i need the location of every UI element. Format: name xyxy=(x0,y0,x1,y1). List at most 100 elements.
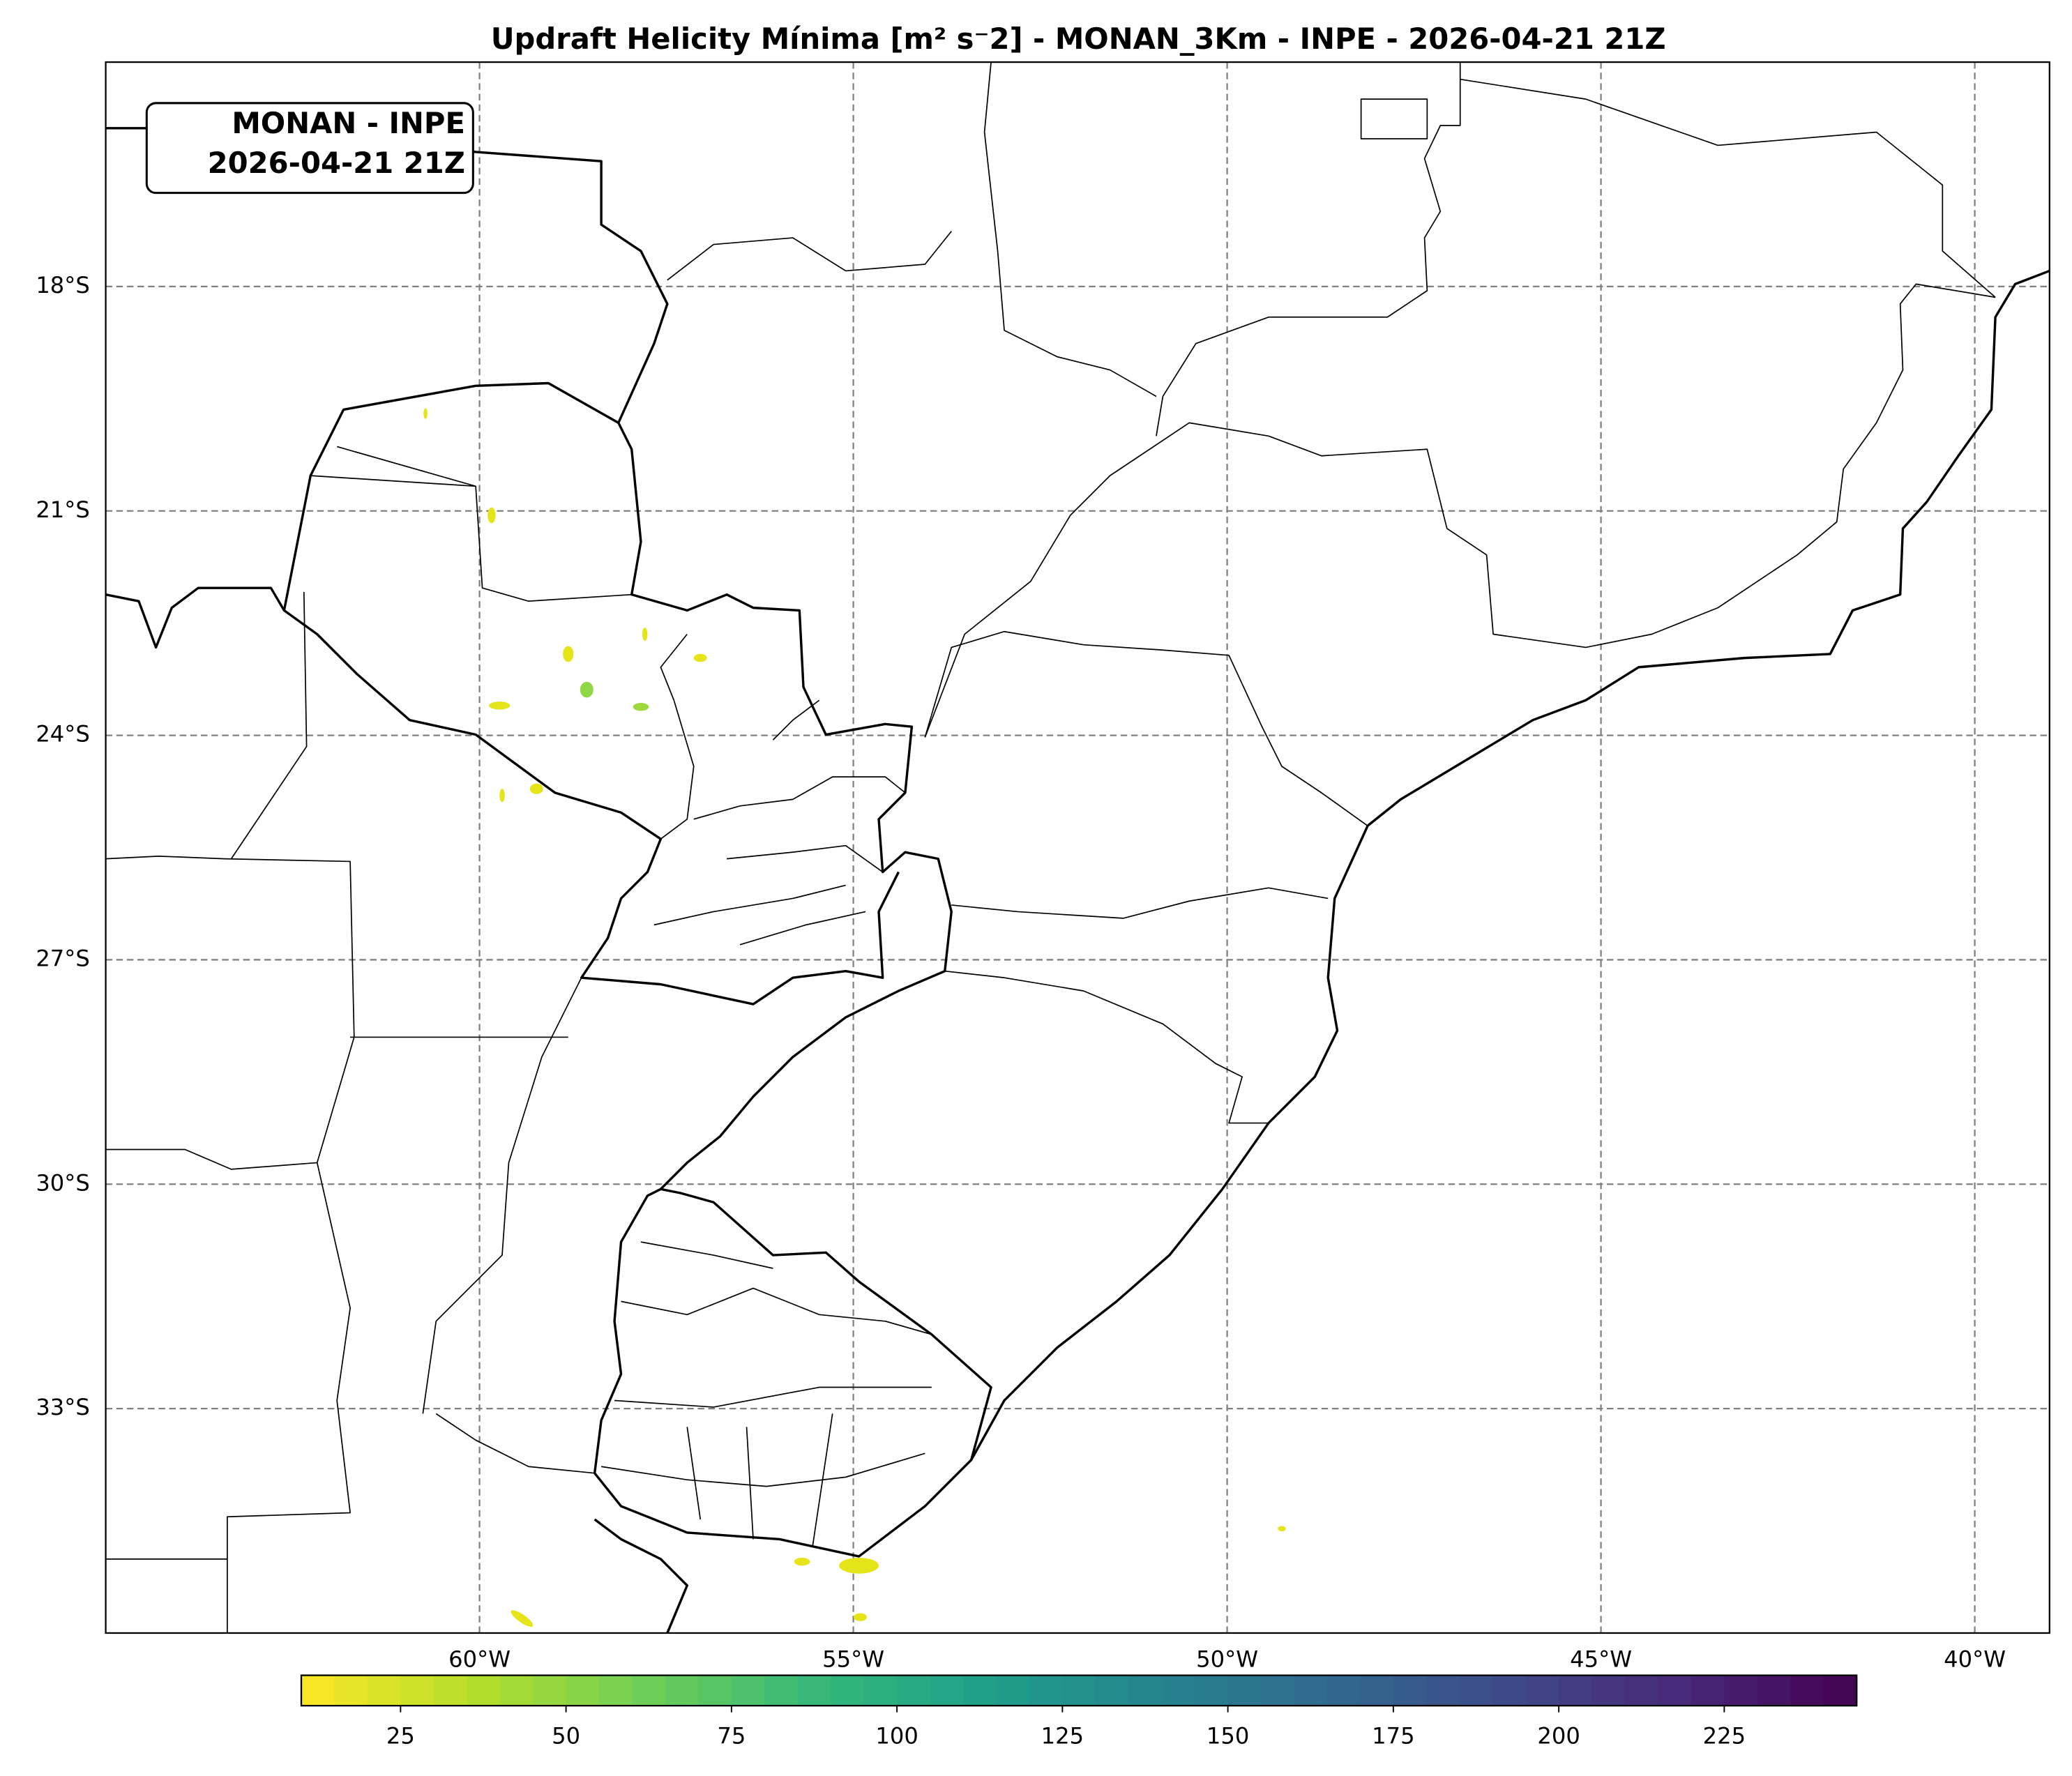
y-tick-label: 24°S xyxy=(36,721,90,747)
colorbar-segment xyxy=(1691,1675,1725,1706)
x-tick-label: 45°W xyxy=(1570,1646,1632,1673)
border xyxy=(924,630,1368,1124)
colorbar-tick-label: 175 xyxy=(1372,1723,1414,1750)
colorbar-segment xyxy=(566,1675,600,1706)
colorbar-tick-label: 200 xyxy=(1537,1723,1580,1750)
border xyxy=(105,591,568,1560)
colorbar-segment xyxy=(1360,1675,1394,1706)
colorbar-tick-label: 225 xyxy=(1703,1723,1746,1750)
colorbar-segment xyxy=(1525,1675,1560,1706)
colorbar-segment xyxy=(334,1675,369,1706)
colorbar-segment xyxy=(1161,1675,1196,1706)
colorbar-segment xyxy=(301,1675,335,1706)
colorbar-tick-label: 150 xyxy=(1207,1723,1249,1750)
colorbar-segment xyxy=(731,1675,766,1706)
shaded-cell xyxy=(423,408,428,419)
colorbar-tick-label: 75 xyxy=(717,1723,746,1750)
colorbar-segment xyxy=(1823,1675,1858,1706)
border xyxy=(924,283,1996,738)
annotation-line: 2026-04-21 21Z xyxy=(208,146,465,180)
colorbar-segment xyxy=(963,1675,997,1706)
shaded-cell xyxy=(1278,1526,1286,1532)
colorbar-segment xyxy=(1195,1675,1229,1706)
colorbar-segment xyxy=(367,1675,402,1706)
colorbar-segment xyxy=(1393,1675,1428,1706)
colorbar-segment xyxy=(698,1675,732,1706)
colorbar-segment xyxy=(400,1675,434,1706)
colorbar-segment xyxy=(1227,1675,1262,1706)
y-tick-label: 21°S xyxy=(36,496,90,523)
colorbar-segment xyxy=(1261,1675,1295,1706)
colorbar: 25 50 75 100 125 150 175 200 225 xyxy=(300,1674,1858,1750)
colorbar-segment xyxy=(1591,1675,1626,1706)
shaded-cell xyxy=(511,1610,534,1627)
shaded-cell xyxy=(487,507,496,524)
colorbar-segment xyxy=(996,1675,1031,1706)
shaded-cell xyxy=(693,653,707,662)
colorbar-segment xyxy=(499,1675,534,1706)
y-tick-label: 33°S xyxy=(36,1394,90,1420)
map-frame xyxy=(105,61,2050,1634)
colorbar-segment xyxy=(1492,1675,1527,1706)
shaded-cell xyxy=(839,1557,879,1574)
colorbar-segment xyxy=(1459,1675,1494,1706)
x-tick-label: 60°W xyxy=(448,1646,511,1673)
colorbar-segment xyxy=(1625,1675,1659,1706)
border xyxy=(105,127,953,1190)
colorbar-segment xyxy=(1724,1675,1758,1706)
x-tick-label: 55°W xyxy=(822,1646,884,1673)
x-tick-label: 50°W xyxy=(1196,1646,1258,1673)
border xyxy=(422,977,595,1474)
colorbar-tick-label: 125 xyxy=(1041,1723,1084,1750)
colorbar-segment xyxy=(1128,1675,1163,1706)
y-tick-label: 30°S xyxy=(36,1169,90,1196)
border xyxy=(105,586,900,1005)
border xyxy=(983,61,1461,437)
colorbar-segment xyxy=(599,1675,633,1706)
colorbar-segment xyxy=(831,1675,865,1706)
colorbar-segment xyxy=(1095,1675,1130,1706)
y-tick-label: 27°S xyxy=(36,945,90,971)
colorbar-tick-label: 50 xyxy=(552,1723,580,1750)
x-tick-label: 40°W xyxy=(1944,1646,2006,1673)
colorbar-segment xyxy=(797,1675,832,1706)
colorbar-segment xyxy=(665,1675,700,1706)
shaded-cell xyxy=(529,783,543,794)
grid xyxy=(105,62,2050,1633)
border xyxy=(593,1518,688,1634)
colorbar-segment xyxy=(1559,1675,1593,1706)
border xyxy=(600,1241,932,1547)
annotation-box xyxy=(145,102,474,195)
colorbar-segment xyxy=(1658,1675,1693,1706)
colorbar-segment xyxy=(1426,1675,1460,1706)
shaded-cell xyxy=(580,681,593,698)
coastline xyxy=(593,269,2050,1558)
shaded-cells xyxy=(423,408,1286,1627)
colorbar-tick-label: 100 xyxy=(875,1723,918,1750)
shaded-cell xyxy=(489,701,511,710)
colorbar-segment xyxy=(897,1675,931,1706)
colorbar-segment xyxy=(467,1675,501,1706)
y-tick-label: 18°S xyxy=(36,272,90,298)
border xyxy=(667,78,1996,298)
colorbar-segment xyxy=(1790,1675,1824,1706)
map-lines xyxy=(105,61,2050,1634)
shaded-cell xyxy=(633,703,649,711)
border xyxy=(660,1187,992,1461)
colorbar-segment xyxy=(433,1675,468,1706)
shaded-cell xyxy=(499,789,505,803)
colorbar-segment xyxy=(1294,1675,1329,1706)
shaded-cell xyxy=(854,1613,867,1621)
colorbar-segment xyxy=(863,1675,898,1706)
annotation-line: MONAN - INPE xyxy=(232,106,465,140)
border xyxy=(310,446,632,602)
shaded-cell xyxy=(642,628,648,641)
border xyxy=(653,633,906,946)
shaded-cell xyxy=(563,646,574,662)
colorbar-segment xyxy=(1062,1675,1096,1706)
chart-title: Updraft Helicity Mínima [m² s⁻2] - MONAN… xyxy=(491,22,1666,56)
colorbar-segment xyxy=(1029,1675,1064,1706)
colorbar-frame xyxy=(300,1674,1858,1707)
colorbar-segment xyxy=(930,1675,965,1706)
